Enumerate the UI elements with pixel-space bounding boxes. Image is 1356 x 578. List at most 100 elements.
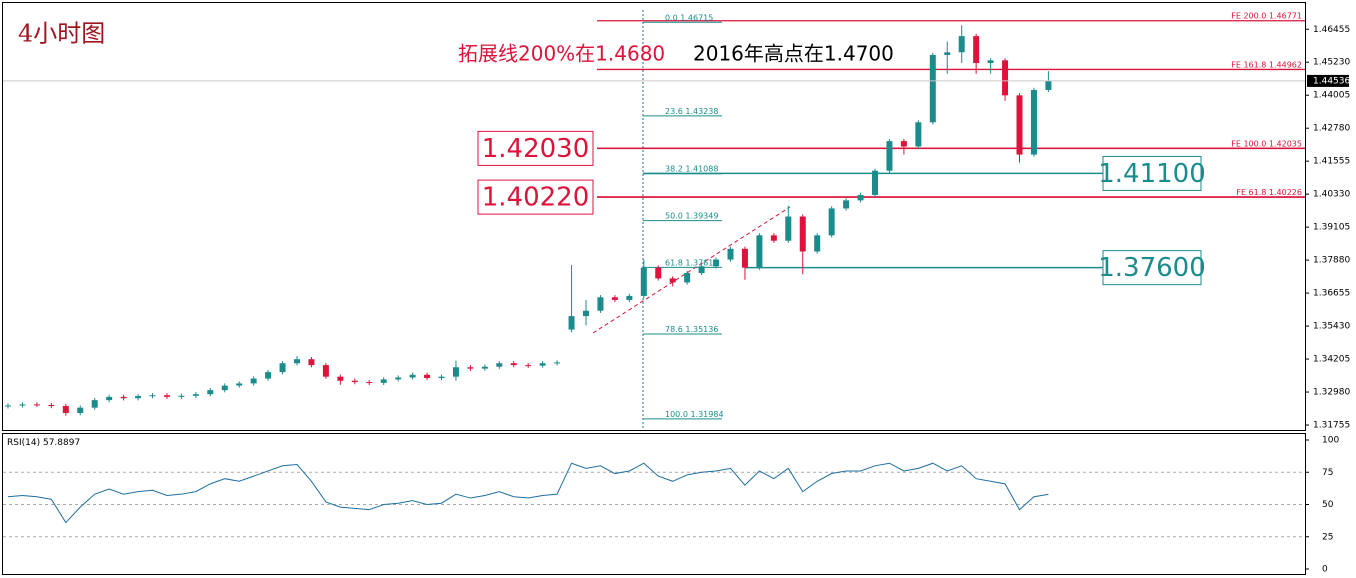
fib-value: 1.43238 [685,106,718,115]
y-tick-label: 1.39105 [1313,223,1350,233]
candle-body [452,367,459,377]
y-tick-label: 1.42780 [1313,124,1350,134]
fib-level: 50.0 [665,211,683,220]
y-tick-label: 100 [1322,436,1339,446]
candle-body [539,363,546,366]
candle-body [438,376,445,379]
fib-value: 1.41088 [685,164,718,173]
price-panel [2,2,1306,431]
y-tick-label: 75 [1322,468,1333,478]
y-tick-label: 1.35430 [1313,322,1350,332]
candle-body [279,363,286,373]
candle-body [525,365,532,367]
y-tick-label: 1.41555 [1313,157,1350,167]
fib-level: 61.8 [665,258,683,267]
annotation: 2016年高点在1.4700 [693,42,894,66]
candle-body [1002,60,1009,96]
candle-body [91,400,98,408]
fe-label: FE 61.8 1.40226 [1236,187,1302,196]
candle-body [308,359,315,366]
candle-body [149,395,156,397]
candle-body [351,380,358,383]
candle-body [568,316,575,330]
price-level-box [1102,250,1202,286]
candle-body [163,395,170,397]
candle-body [250,378,257,384]
candle-body [669,278,676,283]
y-tick-label: 1.40330 [1313,190,1350,200]
candle-body [380,379,387,383]
y-tick-label: 1.44005 [1313,91,1350,101]
y-tick-label: 1.46455 [1313,25,1350,35]
candle-body [915,122,922,147]
channel-line [592,206,791,334]
indicator-name: RSI(14) [7,438,40,448]
price-level-label: 1.40220 [482,183,590,213]
candle-body [366,382,373,384]
candle-body [713,259,720,267]
candle-body [1045,80,1052,90]
y-tick-label: 1.32980 [1313,388,1350,398]
last-price-label: 1.44536 [1313,76,1350,86]
fib-level: 100.0 [665,409,688,418]
candle-body [467,367,474,369]
candle-body [33,404,40,406]
y-tick-label: 1.31755 [1313,421,1350,431]
price-level-box [1102,155,1202,191]
fib-value: 1.35136 [685,324,718,333]
candle-body [62,406,69,414]
candle-body [120,396,127,399]
candle-body [857,194,864,201]
candle-body [583,310,589,317]
fe-label: FE 100.0 1.42035 [1231,139,1302,148]
price-level-label: 1.42030 [482,134,590,164]
candle-body [1016,95,1023,155]
candle-body [19,404,26,406]
y-tick-label: 1.34205 [1313,355,1350,365]
price-level-label: 1.41100 [1098,159,1206,189]
fe-level: FE 100.0 [1231,139,1266,148]
candle-body [265,372,272,379]
candle-body [828,208,835,236]
fe-value: 1.40226 [1269,187,1302,196]
candle-body [106,396,113,401]
candle-body [799,216,806,252]
candle-body [987,60,994,64]
price-level-label: 1.37600 [1098,253,1206,283]
candle-body [322,365,329,377]
candle-body [221,385,228,391]
candle-body [178,395,185,397]
y-tick-label: 50 [1322,500,1334,510]
annotation: 拓展线200%在1.4680 [458,42,665,66]
y-tick-label: 1.37880 [1313,256,1350,266]
candle-body [5,405,11,407]
candle-body [1030,89,1037,155]
rsi-line [7,462,1049,524]
fe-value: 1.44962 [1269,60,1302,69]
candle-body [756,235,763,268]
candle-body [886,141,893,171]
candle-body [597,297,604,311]
candle-body [770,235,777,241]
fib-value: 1.39349 [685,211,718,220]
candle-body [554,362,561,364]
candle-body [958,36,965,53]
chart-title: 4小时图 [18,20,105,48]
fib-label: 38.2 1.41088 [665,164,718,173]
fib-level: 38.2 [665,164,683,173]
candle-body [424,374,431,379]
fe-value: 1.46771 [1269,11,1302,20]
candle-body [77,407,84,414]
candle-body [611,297,618,300]
candle-body [698,266,705,274]
candle-body [207,390,214,395]
price-level-box [477,130,594,166]
fib-value: 1.31984 [690,409,723,418]
candle-body [727,248,734,260]
fib-level: 0.0 [665,13,678,22]
candle-body [973,36,980,64]
y-tick-label: 1.45230 [1313,58,1350,68]
candle-body [655,267,662,279]
